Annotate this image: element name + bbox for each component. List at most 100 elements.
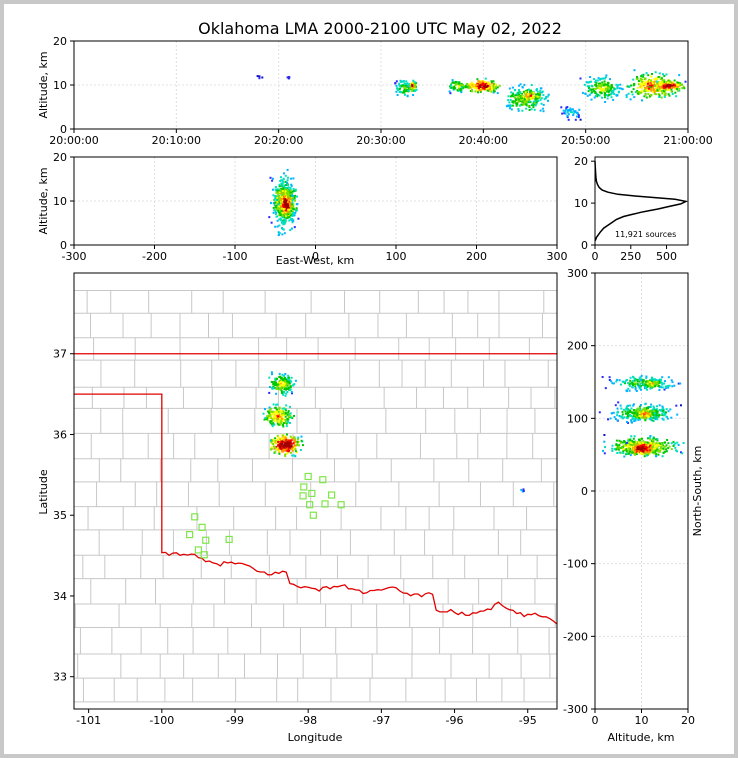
north-south-source — [658, 381, 661, 384]
time-height-source — [647, 80, 649, 83]
north-south-source — [621, 410, 624, 413]
east-west-source — [275, 199, 278, 201]
histogram-ytick-label: 20 — [574, 155, 588, 168]
time-height-source — [412, 94, 415, 96]
map-source — [278, 388, 281, 391]
lma-station — [200, 551, 208, 559]
time-height-source — [460, 86, 463, 89]
time-height-source — [517, 108, 520, 110]
north-south-source — [643, 387, 646, 390]
east-west-source — [289, 198, 291, 201]
time-height-source — [540, 102, 543, 105]
north-south-source — [676, 441, 679, 444]
east-west-source — [291, 210, 294, 213]
time-height-source — [537, 99, 540, 102]
north-south-source — [610, 380, 613, 383]
time-height-source — [657, 85, 660, 88]
north-south-source — [618, 447, 621, 450]
time-height-source — [654, 79, 657, 82]
lma-station — [304, 472, 312, 481]
time-height-source — [528, 88, 530, 91]
east-west-source — [283, 184, 286, 187]
time-height-xtick-label: 20:40:00 — [459, 134, 508, 147]
histogram-source-count: 11,921 sources — [615, 230, 676, 239]
time-height-source — [658, 75, 661, 78]
north-south-source — [635, 450, 638, 453]
north-south-source — [667, 442, 670, 445]
time-height-source — [594, 92, 597, 95]
map-source — [275, 392, 278, 395]
north-south-source — [620, 446, 622, 449]
north-south-source — [633, 448, 636, 451]
north-south-source — [651, 408, 654, 411]
time-height-source — [407, 83, 410, 86]
time-height-source — [480, 88, 482, 90]
time-height-source — [652, 83, 655, 86]
time-height-source — [579, 118, 582, 121]
north-south-source — [608, 379, 611, 381]
time-height-source — [514, 94, 517, 97]
north-south-source — [651, 439, 654, 442]
time-height-source — [413, 87, 416, 90]
north-south-source — [628, 439, 631, 442]
time-height-source — [678, 89, 681, 92]
time-height-source — [610, 87, 612, 90]
map-source — [283, 442, 286, 445]
map-source — [274, 414, 277, 417]
map-source — [283, 390, 286, 393]
time-height-source — [645, 72, 648, 75]
north-south-source — [634, 385, 637, 388]
north-south-source — [633, 435, 636, 438]
time-height-source — [526, 95, 529, 98]
north-south-source — [652, 413, 655, 416]
map-source — [279, 417, 281, 420]
north-south-source — [616, 452, 619, 454]
east-west-source — [283, 223, 286, 225]
north-south-source — [647, 444, 649, 447]
north-south-source — [680, 451, 682, 454]
north-south-source — [611, 444, 614, 447]
map-source — [274, 450, 277, 453]
time-height-source — [487, 89, 490, 92]
time-height-source — [642, 73, 645, 76]
time-height-source — [258, 77, 261, 80]
time-height-source — [659, 78, 662, 81]
north-south-source — [652, 416, 655, 419]
time-height-source — [474, 85, 477, 88]
east-west-source — [284, 219, 287, 221]
map-source — [281, 448, 284, 451]
east-west-source — [274, 201, 277, 204]
time-height-source — [605, 94, 608, 96]
time-height-source — [528, 97, 531, 100]
time-height-source — [663, 95, 666, 98]
north-south-source — [627, 450, 630, 453]
east-west-source — [292, 177, 295, 180]
time-height-source — [595, 85, 598, 88]
time-height-source — [532, 100, 535, 103]
east-west-source — [289, 202, 292, 205]
north-south-source — [644, 403, 647, 406]
time-height-source — [625, 94, 628, 97]
lma-station — [306, 501, 314, 509]
map-source — [282, 385, 285, 388]
north-south-source — [643, 450, 646, 453]
time-height-source — [507, 99, 510, 102]
map-source — [275, 408, 278, 411]
north-south-source — [604, 446, 606, 449]
north-south-source — [620, 407, 623, 410]
map-source — [278, 384, 280, 387]
map-source — [292, 442, 295, 445]
north-south-source — [643, 411, 646, 414]
map-source — [279, 381, 282, 383]
time-height-source — [542, 103, 545, 106]
map-source — [287, 447, 290, 450]
time-height-source — [535, 96, 538, 99]
north-south-source — [653, 381, 656, 383]
north-south-source — [627, 409, 629, 412]
north-south-source — [649, 405, 652, 408]
time-height-source — [467, 84, 470, 87]
north-south-xtick-label: 0 — [592, 714, 599, 727]
map-source — [270, 371, 273, 374]
time-height-source — [650, 87, 653, 90]
